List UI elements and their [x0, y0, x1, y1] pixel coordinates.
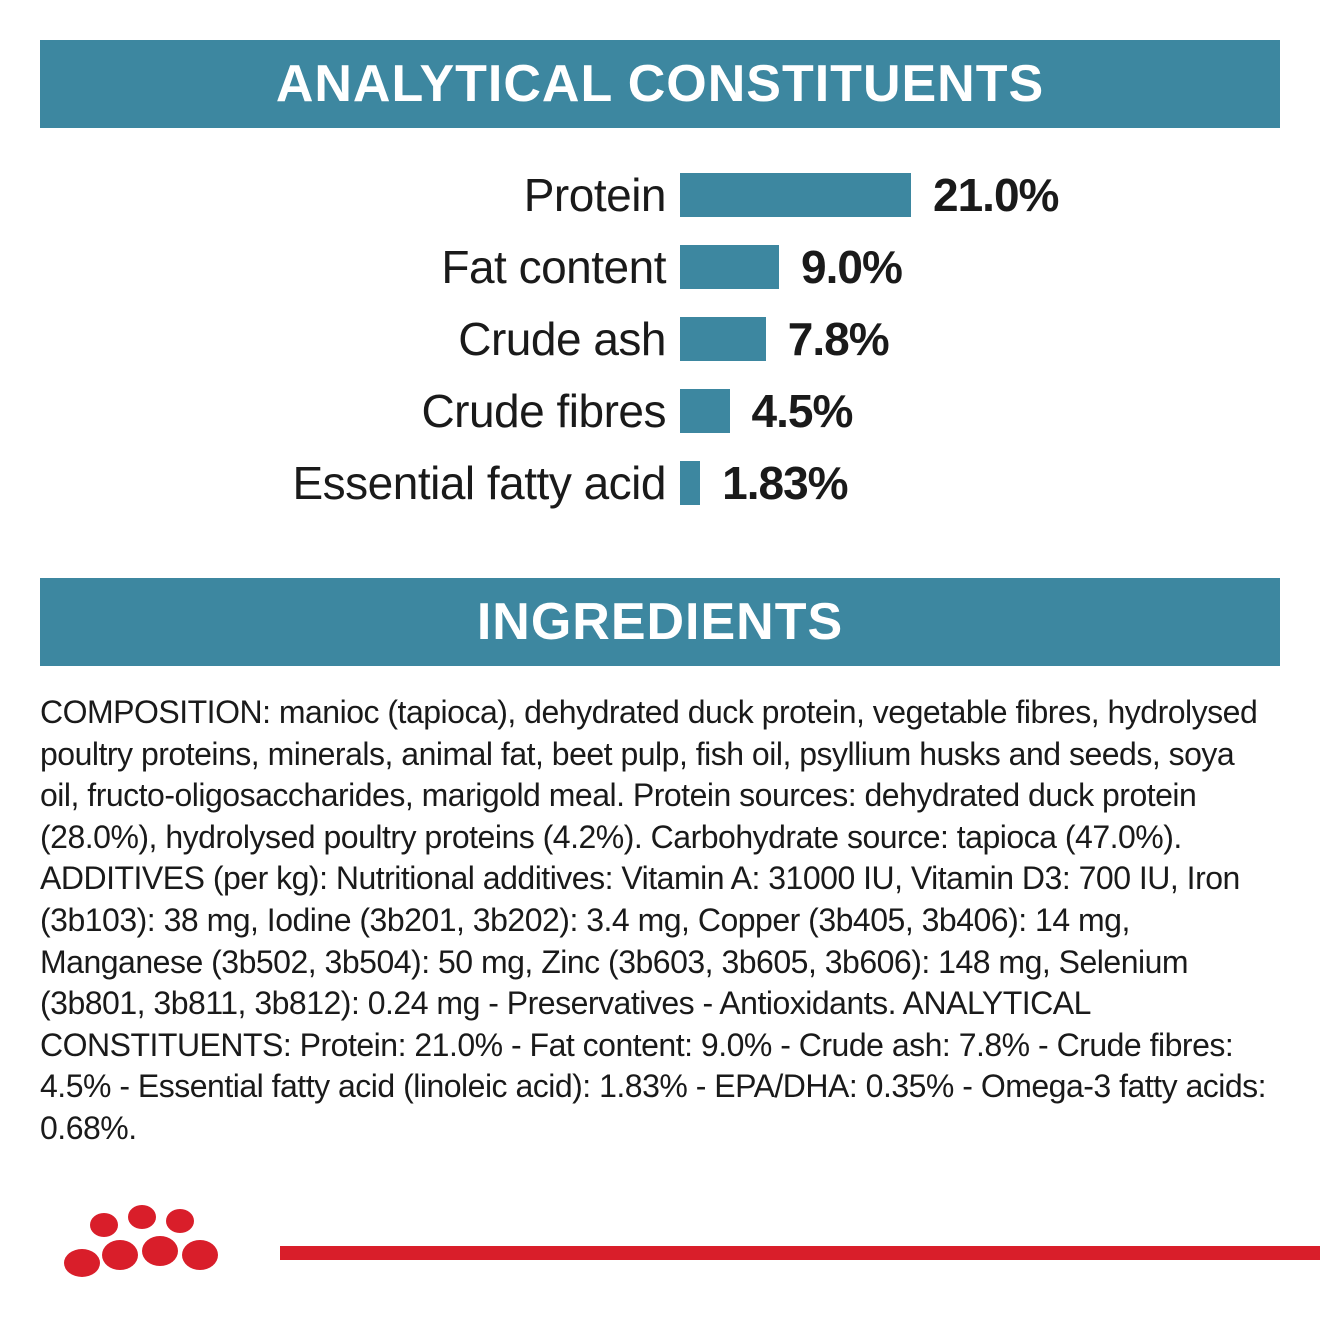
chart-row: Protein 21.0%: [40, 168, 1280, 222]
chart-bar-wrap: 9.0%: [680, 240, 902, 294]
chart-bar: [680, 461, 700, 505]
ingredients-text: COMPOSITION: manioc (tapioca), dehydrate…: [40, 666, 1280, 1150]
chart-value: 9.0%: [779, 240, 902, 294]
chart-row: Essential fatty acid 1.83%: [40, 456, 1280, 510]
chart-bar: [680, 317, 766, 361]
chart-label: Crude fibres: [40, 384, 680, 438]
chart-value: 1.83%: [700, 456, 847, 510]
chart-value: 7.8%: [766, 312, 889, 366]
chart-row: Crude fibres 4.5%: [40, 384, 1280, 438]
chart-bar-wrap: 4.5%: [680, 384, 852, 438]
chart-bar: [680, 389, 730, 433]
chart-area: Protein 21.0% Fat content 9.0% Crude ash 7.8%…: [40, 128, 1280, 578]
chart-label: Essential fatty acid: [40, 456, 680, 510]
chart-row: Crude ash 7.8%: [40, 312, 1280, 366]
chart-row: Fat content 9.0%: [40, 240, 1280, 294]
chart-label: Crude ash: [40, 312, 680, 366]
chart-value: 4.5%: [730, 384, 853, 438]
chart-label: Fat content: [40, 240, 680, 294]
chart-label: Protein: [40, 168, 680, 222]
chart-bar: [680, 245, 779, 289]
chart-bar-wrap: 1.83%: [680, 456, 848, 510]
main-container: ANALYTICAL CONSTITUENTS Protein 21.0% Fat …: [0, 0, 1320, 1150]
chart-value: 21.0%: [911, 168, 1058, 222]
crown-logo-icon: [60, 1205, 230, 1290]
chart-bar-wrap: 7.8%: [680, 312, 889, 366]
chart-bar: [680, 173, 911, 217]
chart-bar-wrap: 21.0%: [680, 168, 1058, 222]
analytical-header: ANALYTICAL CONSTITUENTS: [40, 40, 1280, 128]
ingredients-header: INGREDIENTS: [40, 578, 1280, 666]
